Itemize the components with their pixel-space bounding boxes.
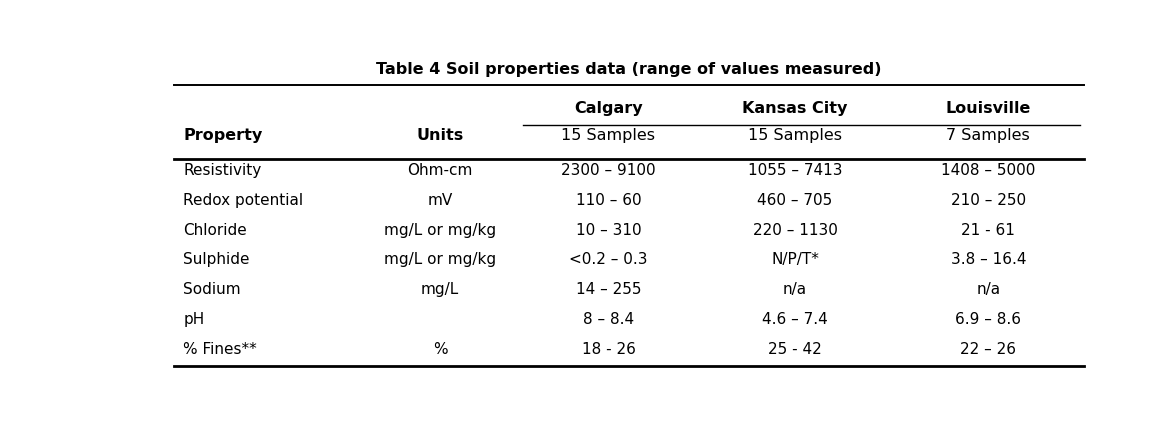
- Text: 18 - 26: 18 - 26: [581, 342, 635, 357]
- Text: Property: Property: [183, 128, 263, 143]
- Text: <0.2 – 0.3: <0.2 – 0.3: [569, 253, 648, 267]
- Text: 10 – 310: 10 – 310: [575, 223, 641, 237]
- Text: n/a: n/a: [783, 282, 807, 297]
- Text: 110 – 60: 110 – 60: [575, 193, 641, 208]
- Text: Louisville: Louisville: [946, 101, 1031, 116]
- Text: Calgary: Calgary: [574, 101, 643, 116]
- Text: 220 – 1130: 220 – 1130: [753, 223, 837, 237]
- Text: mg/L: mg/L: [421, 282, 459, 297]
- Text: N/P/T*: N/P/T*: [771, 253, 819, 267]
- Text: 210 – 250: 210 – 250: [951, 193, 1026, 208]
- Text: mg/L or mg/kg: mg/L or mg/kg: [384, 223, 497, 237]
- Text: 7 Samples: 7 Samples: [946, 128, 1031, 143]
- Text: mV: mV: [427, 193, 453, 208]
- Text: 460 – 705: 460 – 705: [757, 193, 832, 208]
- Text: Units: Units: [417, 128, 464, 143]
- Text: mg/L or mg/kg: mg/L or mg/kg: [384, 253, 497, 267]
- Text: Sodium: Sodium: [183, 282, 241, 297]
- Text: Kansas City: Kansas City: [742, 101, 848, 116]
- Text: Redox potential: Redox potential: [183, 193, 303, 208]
- Text: Ohm-cm: Ohm-cm: [407, 163, 473, 178]
- Text: 4.6 – 7.4: 4.6 – 7.4: [762, 312, 828, 327]
- Text: 8 – 8.4: 8 – 8.4: [583, 312, 634, 327]
- Text: %: %: [433, 342, 447, 357]
- Text: 15 Samples: 15 Samples: [561, 128, 655, 143]
- Text: n/a: n/a: [977, 282, 1000, 297]
- Text: Sulphide: Sulphide: [183, 253, 250, 267]
- Text: 25 - 42: 25 - 42: [768, 342, 822, 357]
- Text: 21 - 61: 21 - 61: [962, 223, 1016, 237]
- Text: 22 – 26: 22 – 26: [960, 342, 1017, 357]
- Text: 1055 – 7413: 1055 – 7413: [748, 163, 842, 178]
- Text: 3.8 – 16.4: 3.8 – 16.4: [951, 253, 1026, 267]
- Text: 14 – 255: 14 – 255: [575, 282, 641, 297]
- Text: 1408 – 5000: 1408 – 5000: [942, 163, 1035, 178]
- Text: Table 4 Soil properties data (range of values measured): Table 4 Soil properties data (range of v…: [376, 62, 882, 77]
- Text: 6.9 – 8.6: 6.9 – 8.6: [956, 312, 1021, 327]
- Text: % Fines**: % Fines**: [183, 342, 257, 357]
- Text: pH: pH: [183, 312, 204, 327]
- Text: 2300 – 9100: 2300 – 9100: [561, 163, 656, 178]
- Text: 15 Samples: 15 Samples: [748, 128, 842, 143]
- Text: Resistivity: Resistivity: [183, 163, 262, 178]
- Text: Chloride: Chloride: [183, 223, 247, 237]
